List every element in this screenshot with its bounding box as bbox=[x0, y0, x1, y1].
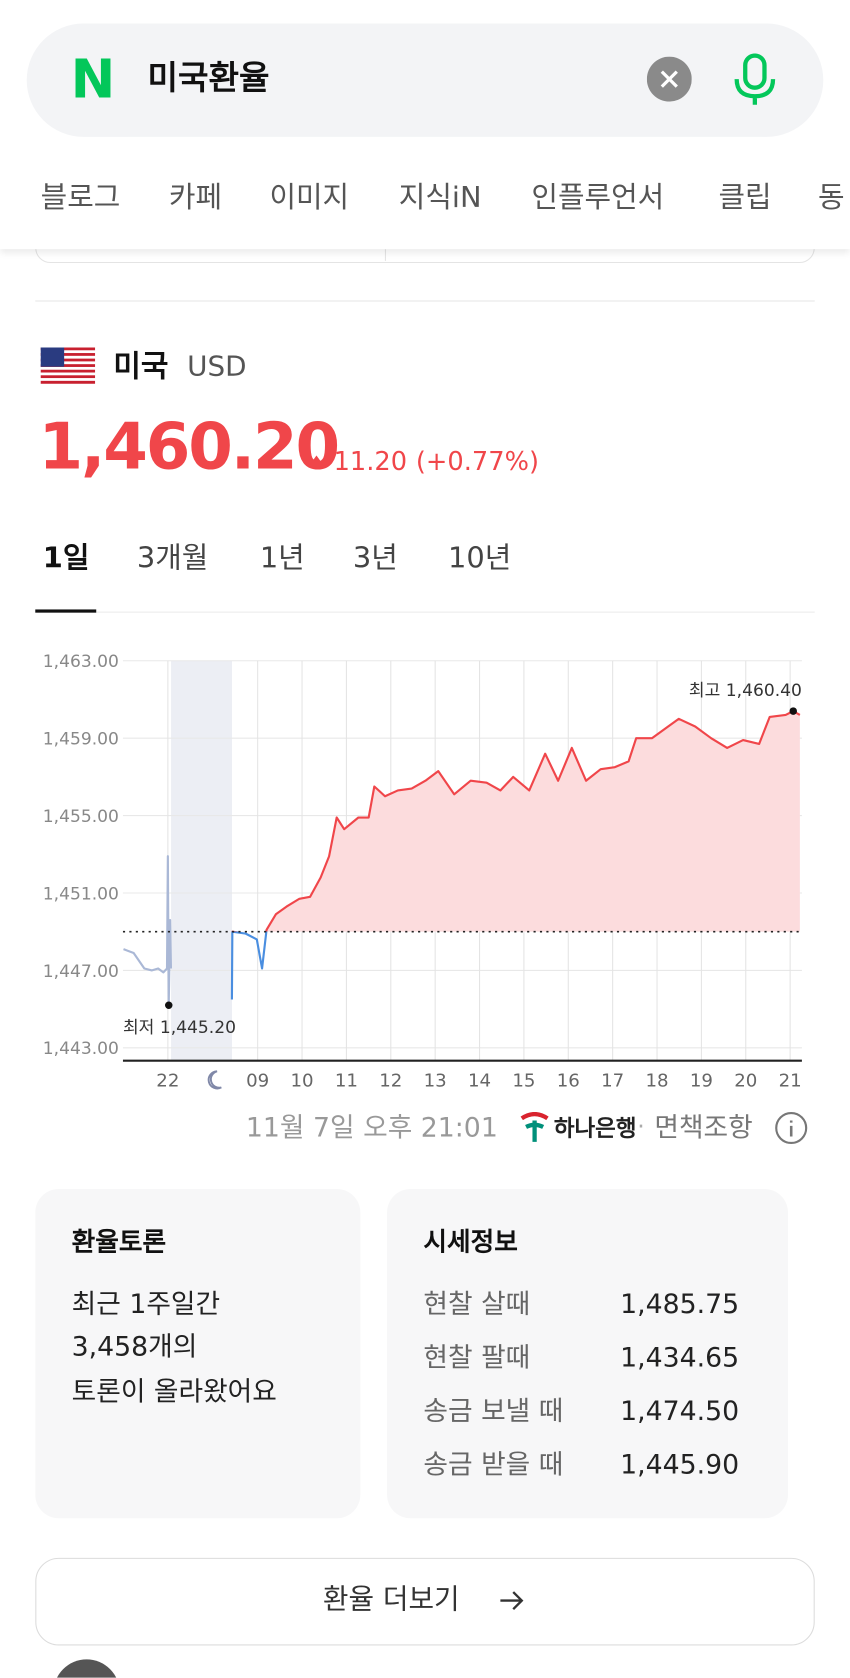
more-button-label: 환율 더보기 bbox=[322, 1583, 460, 1616]
rate-label: 현찰 팔때 bbox=[423, 1341, 531, 1373]
header: N 미국환율 블로그 카페 이미지 지식iN 인플루언서 클립 동 bbox=[0, 0, 850, 250]
annotation: 최저 1,445.20 bbox=[123, 1018, 236, 1038]
x-tick-label: 15 bbox=[512, 1070, 535, 1091]
timestamp: 11월 7일 오후 21:01 bbox=[245, 1111, 498, 1143]
rates-card bbox=[387, 1188, 789, 1519]
x-tick-label: 14 bbox=[468, 1070, 491, 1091]
y-tick-label: 1,447.00 bbox=[43, 962, 119, 982]
bank-logo bbox=[520, 1111, 549, 1142]
period-tab[interactable]: 1일 bbox=[42, 541, 90, 576]
more-button[interactable] bbox=[35, 1557, 815, 1646]
period-tab[interactable]: 3년 bbox=[352, 541, 398, 576]
chart: 1,443.00 1,447.00 1,451.00 1,455.00 1,459.00… bbox=[43, 652, 802, 1091]
country: 미국 bbox=[113, 348, 169, 385]
rate-value: 1,434.65 bbox=[620, 1341, 740, 1373]
flag bbox=[40, 347, 96, 384]
discussion-line: 최근 1주일간 bbox=[71, 1288, 221, 1320]
x-tick-label: 22 bbox=[156, 1070, 179, 1091]
x-tick-label: 18 bbox=[645, 1070, 668, 1091]
divider bbox=[35, 300, 815, 302]
rate-value: 1,445.90 bbox=[620, 1448, 740, 1480]
avatar bbox=[53, 1659, 120, 1678]
x-tick-label: 11 bbox=[335, 1070, 358, 1091]
y-tick-label: 1,463.00 bbox=[43, 652, 119, 672]
discussion-line: 토론이 올라왔어요 bbox=[71, 1376, 277, 1408]
x-tick-label: 19 bbox=[690, 1070, 713, 1091]
tab[interactable]: 지식iN bbox=[398, 181, 482, 215]
tab[interactable]: 블로그 bbox=[40, 181, 121, 215]
period-tab[interactable]: 3개월 bbox=[136, 541, 209, 576]
rate-label: 현찰 살때 bbox=[423, 1288, 531, 1320]
info-icon[interactable] bbox=[774, 1111, 808, 1145]
tab[interactable]: 이미지 bbox=[269, 181, 350, 215]
partial-card-divider bbox=[384, 249, 386, 261]
change-percent: (+0.77%) bbox=[415, 446, 539, 477]
line-series bbox=[230, 710, 801, 1000]
y-tick-label: 1,459.00 bbox=[43, 730, 119, 750]
x-tick-label: 09 bbox=[246, 1070, 269, 1091]
tab[interactable]: 동 bbox=[817, 181, 845, 215]
moon-icon bbox=[207, 1070, 222, 1090]
x-tick-label: 16 bbox=[557, 1070, 580, 1091]
card-title: 시세정보 bbox=[423, 1227, 518, 1257]
discussion-card[interactable] bbox=[35, 1188, 361, 1519]
bank-name: 하나은행 bbox=[553, 1115, 637, 1142]
x-tick-label: 10 bbox=[290, 1070, 313, 1091]
area-fill bbox=[266, 711, 800, 932]
search-bar[interactable] bbox=[26, 23, 824, 137]
change: 11.20 bbox=[333, 446, 408, 477]
night-shade bbox=[171, 660, 233, 1061]
period-tab[interactable]: 1년 bbox=[259, 541, 305, 576]
currency-code: USD bbox=[187, 351, 247, 384]
tab[interactable]: 카페 bbox=[168, 181, 223, 215]
x-tick-label: 20 bbox=[734, 1070, 757, 1091]
active-underline bbox=[35, 609, 97, 613]
extreme-point bbox=[165, 1001, 173, 1009]
x-tick-label: 13 bbox=[424, 1070, 447, 1091]
period-divider bbox=[35, 611, 815, 613]
mic-button[interactable] bbox=[730, 53, 779, 106]
x-tick-label: 17 bbox=[601, 1070, 624, 1091]
y-tick-label: 1,443.00 bbox=[43, 1039, 119, 1059]
up-arrow bbox=[307, 455, 326, 468]
separator: · bbox=[637, 1113, 645, 1141]
extreme-point bbox=[789, 707, 797, 715]
card-title: 환율토론 bbox=[71, 1227, 167, 1257]
discussion-line: 3,458개의 bbox=[71, 1331, 198, 1363]
logo: N bbox=[70, 48, 116, 111]
tab[interactable]: 클립 bbox=[718, 181, 772, 215]
disclaimer[interactable]: 면책조항 bbox=[654, 1111, 753, 1143]
search-query[interactable]: 미국환율 bbox=[147, 59, 270, 98]
line-series bbox=[123, 855, 173, 1007]
x-tick-label: 21 bbox=[779, 1070, 802, 1091]
rate-label: 송금 받을 때 bbox=[423, 1448, 564, 1480]
y-tick-label: 1,455.00 bbox=[43, 807, 119, 827]
rate-label: 송금 보낼 때 bbox=[423, 1395, 564, 1427]
price: 1,460.20 bbox=[38, 409, 340, 485]
clear-button[interactable] bbox=[646, 56, 692, 102]
rate-value: 1,474.50 bbox=[620, 1395, 740, 1427]
y-tick-label: 1,451.00 bbox=[43, 884, 119, 904]
rate-value: 1,485.75 bbox=[620, 1288, 740, 1320]
period-tab[interactable]: 10년 bbox=[447, 541, 512, 576]
x-tick-label: 12 bbox=[379, 1070, 402, 1091]
annotation: 최고 1,460.40 bbox=[689, 681, 802, 701]
arrow-icon bbox=[500, 1591, 524, 1610]
tab[interactable]: 인플루언서 bbox=[531, 181, 665, 215]
